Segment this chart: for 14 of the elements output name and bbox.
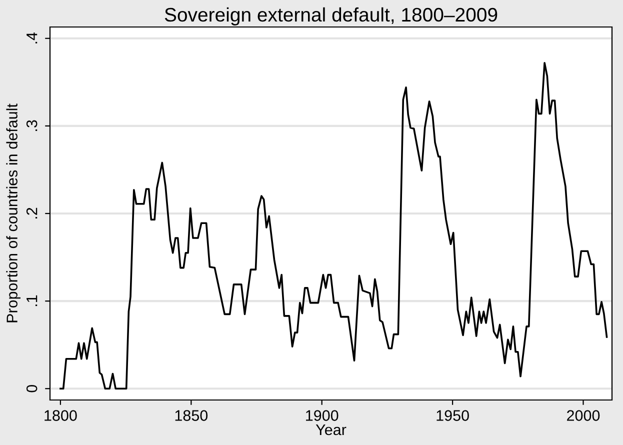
line-series: [60, 62, 608, 390]
x-tick-label: 1900: [306, 410, 338, 421]
y-tick-label: .3: [26, 120, 38, 131]
y-tick-label: .4: [26, 32, 38, 44]
y-tick-label: 0: [26, 384, 38, 392]
y-tick-label: .1: [26, 295, 38, 306]
chart-title: Sovereign external default, 1800–2009: [164, 7, 498, 26]
x-tick-label: 1950: [436, 410, 469, 421]
y-axis-title: Proportion of countries in default: [6, 104, 20, 322]
x-tick-label: 1850: [175, 410, 208, 421]
x-axis-title: Year: [316, 424, 346, 436]
y-tick-label: .2: [26, 208, 38, 218]
x-tick-label: 1800: [44, 410, 77, 421]
x-tick-label: 2000: [567, 410, 600, 421]
